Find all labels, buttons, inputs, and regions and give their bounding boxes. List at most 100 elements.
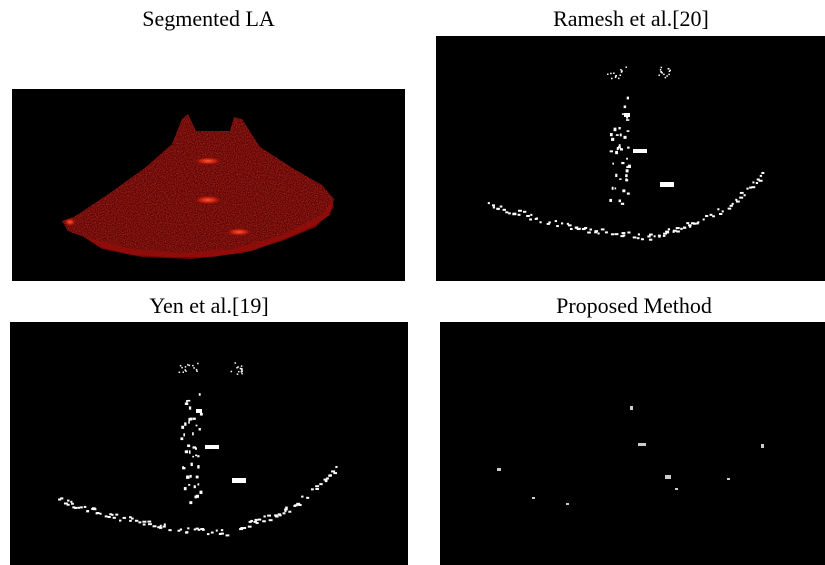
scar-pixel bbox=[607, 73, 609, 76]
scar-pixel bbox=[621, 70, 623, 73]
scar-pixel bbox=[199, 490, 203, 494]
scar-pixel bbox=[134, 519, 139, 522]
scar-pixel bbox=[112, 516, 116, 519]
scar-pixel bbox=[688, 225, 692, 228]
scar-pixel bbox=[77, 506, 81, 509]
scar-pixel bbox=[159, 526, 163, 529]
scar-pixel bbox=[594, 230, 598, 233]
scar-pixel bbox=[594, 231, 598, 234]
scar-pixel bbox=[86, 510, 90, 513]
scar-pixel bbox=[526, 214, 530, 217]
scar-pixel bbox=[310, 488, 314, 491]
scar-pixel bbox=[71, 502, 74, 505]
scar-pixel bbox=[752, 181, 755, 184]
scar-pixel bbox=[626, 166, 629, 168]
scar-pixel bbox=[625, 178, 628, 182]
scar-pixel bbox=[197, 465, 200, 469]
scar-pixel bbox=[638, 443, 646, 446]
scar-pixel bbox=[241, 368, 243, 371]
scar-pixel bbox=[268, 519, 273, 522]
scar-pixel bbox=[727, 478, 730, 480]
scar-pixel bbox=[618, 144, 621, 147]
scar-pixel bbox=[615, 151, 619, 155]
scar-pixel bbox=[168, 529, 172, 532]
scar-pixel bbox=[188, 364, 191, 367]
scar-pixel bbox=[185, 370, 187, 372]
scar-pixel bbox=[661, 72, 663, 74]
scar-pixel bbox=[188, 450, 191, 454]
scar-pixel bbox=[668, 70, 671, 73]
scar-pixel bbox=[184, 366, 187, 368]
panel-caption-yen: Yen et al.[19] bbox=[149, 293, 269, 318]
scar-pixel bbox=[615, 75, 617, 77]
scar-pixel bbox=[657, 234, 661, 237]
scar-pixel bbox=[70, 500, 73, 503]
scar-pixel bbox=[751, 186, 756, 189]
scar-pixel bbox=[618, 199, 622, 203]
scar-pixel bbox=[142, 520, 147, 523]
scar-pixel bbox=[159, 524, 162, 527]
scar-pixel bbox=[241, 372, 243, 375]
scar-pixel bbox=[306, 496, 310, 499]
scar-pixel bbox=[237, 366, 239, 368]
scar-pixel bbox=[665, 231, 670, 234]
scar-pixel bbox=[709, 213, 713, 216]
scar-pixel bbox=[739, 191, 744, 194]
scar-pixel bbox=[660, 66, 663, 69]
scar-pixel bbox=[119, 519, 122, 522]
proposed-scar-graphic bbox=[497, 406, 764, 505]
scar-pixel bbox=[609, 133, 613, 137]
scar-pixel bbox=[761, 171, 765, 174]
scar-pixel bbox=[743, 194, 746, 197]
scar-pixel bbox=[566, 222, 569, 225]
scar-pixel bbox=[248, 520, 252, 523]
scar-pixel bbox=[623, 105, 627, 109]
scar-pixel bbox=[257, 518, 262, 521]
panel-caption-segmented-la: Segmented LA bbox=[142, 6, 275, 31]
scar-pixel bbox=[658, 235, 661, 238]
scar-pixel bbox=[240, 365, 243, 367]
scar-pixel bbox=[333, 472, 338, 475]
yen-scar-graphic bbox=[58, 362, 338, 537]
scar-pixel bbox=[115, 513, 119, 516]
ramesh-result-image bbox=[436, 36, 825, 281]
scar-pixel bbox=[196, 409, 202, 413]
scar-pixel bbox=[96, 512, 100, 515]
scar-pixel bbox=[705, 215, 709, 218]
scar-pixel bbox=[193, 367, 195, 369]
scar-pixel bbox=[717, 208, 720, 211]
scar-pixel bbox=[615, 173, 618, 178]
scar-pixel bbox=[660, 71, 662, 73]
scar-pixel bbox=[279, 514, 282, 517]
scar-pixel bbox=[554, 220, 558, 223]
scar-pixel bbox=[284, 510, 287, 513]
scar-pixel bbox=[621, 161, 625, 165]
scar-pixel bbox=[323, 478, 328, 481]
scar-pixel bbox=[609, 150, 613, 153]
scar-pixel bbox=[192, 432, 194, 436]
scar-pixel bbox=[319, 483, 323, 486]
scar-pixel bbox=[187, 527, 190, 530]
scar-pixel bbox=[131, 517, 134, 520]
scar-pixel bbox=[104, 515, 108, 518]
scar-pixel bbox=[686, 222, 690, 225]
scar-pixel bbox=[492, 204, 495, 207]
scar-pixel bbox=[282, 512, 286, 515]
scar-pixel bbox=[188, 484, 191, 486]
scar-pixel bbox=[499, 205, 503, 208]
ramesh-scar-graphic bbox=[487, 66, 765, 241]
scar-pixel bbox=[239, 367, 242, 370]
scar-pixel bbox=[196, 370, 198, 372]
scar-pixel bbox=[597, 232, 600, 235]
scar-pixel bbox=[556, 225, 559, 228]
scar-pixel bbox=[761, 444, 764, 448]
scar-pixel bbox=[517, 213, 521, 216]
scar-pixel bbox=[731, 202, 734, 205]
scar-pixel bbox=[666, 75, 668, 77]
scar-pixel bbox=[152, 525, 157, 528]
scar-pixel bbox=[581, 228, 586, 231]
scar-pixel bbox=[667, 67, 670, 70]
scar-pixel bbox=[267, 514, 272, 517]
segmented-la-image bbox=[12, 89, 405, 281]
scar-pixel bbox=[296, 502, 301, 505]
